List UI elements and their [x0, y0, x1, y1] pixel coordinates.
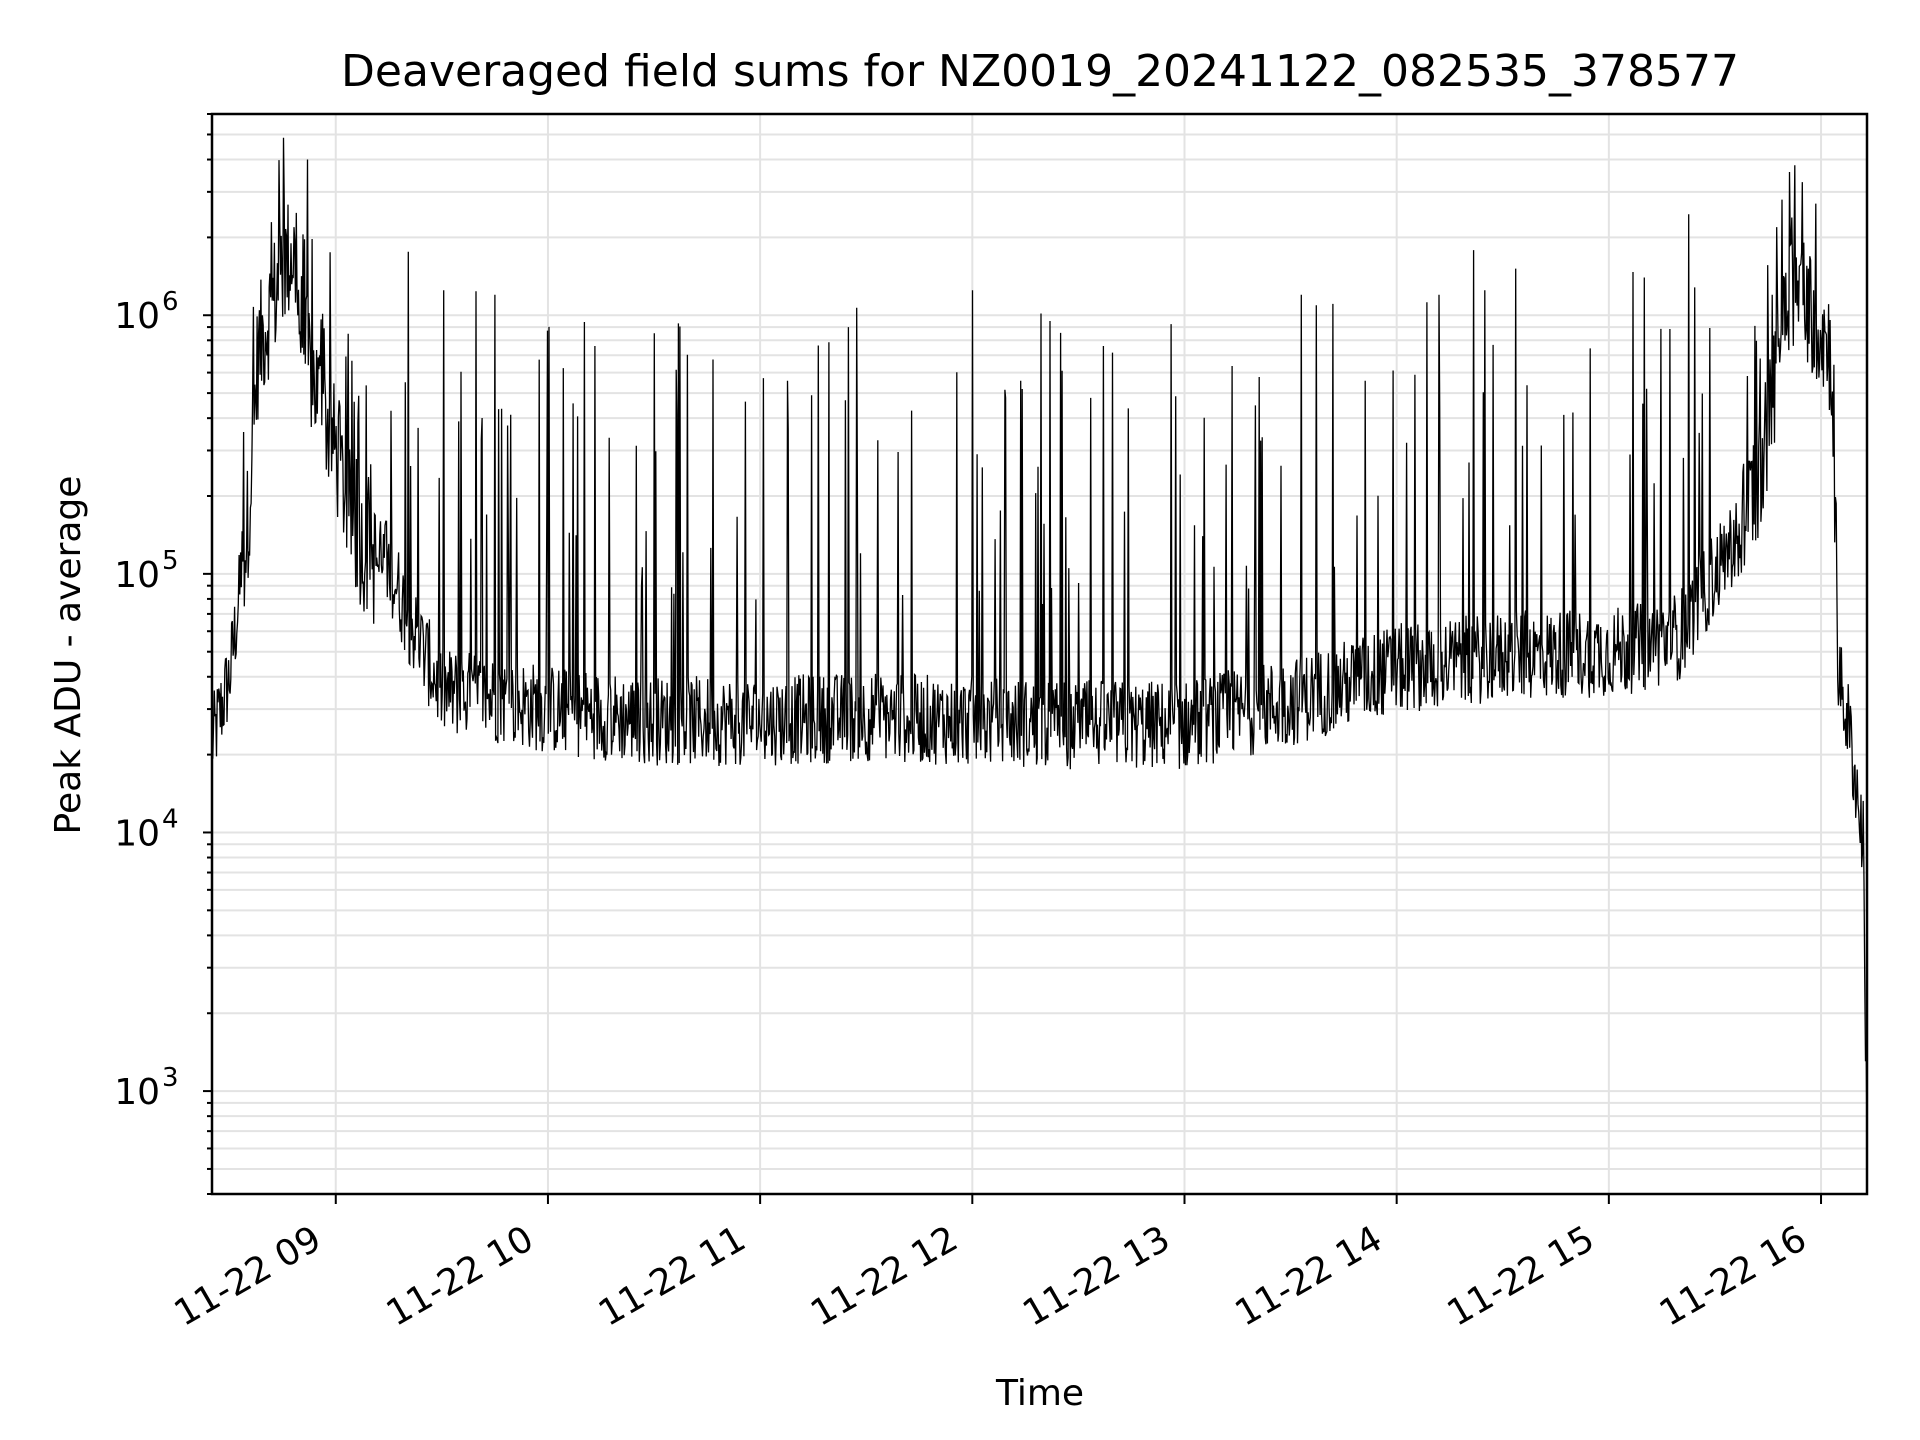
x-tick-label: 11-22 09	[168, 1218, 329, 1334]
x-tick-label: 11-22 10	[380, 1218, 541, 1334]
y-tick-label: 10	[114, 555, 160, 596]
y-axis-label: Peak ADU - average	[48, 476, 89, 835]
y-tick-exponent: 6	[162, 287, 179, 317]
series-line	[211, 137, 1868, 1140]
x-tick-label: 11-22 12	[804, 1218, 965, 1334]
y-tick-label: 10	[114, 813, 160, 854]
x-tick-label: 11-22 16	[1653, 1218, 1814, 1334]
x-tick-label: 11-22 15	[1441, 1218, 1602, 1334]
y-tick-exponent: 3	[162, 1063, 179, 1093]
x-axis: 11-22 09 11-22 10 11-22 11 11-22 12 11-22 13…	[168, 1194, 1823, 1335]
x-tick-label: 11-22 13	[1016, 1218, 1177, 1334]
y-tick-label: 10	[114, 1072, 160, 1113]
chart-title: Deaveraged field sums for NZ0019_2024112…	[341, 46, 1739, 97]
x-tick-label: 11-22 11	[592, 1218, 753, 1334]
y-tick-exponent: 4	[162, 804, 179, 834]
y-tick-label: 10	[114, 296, 160, 337]
x-tick-label: 11-22 14	[1228, 1218, 1389, 1334]
x-axis-label: Time	[995, 1373, 1084, 1414]
plot-area	[211, 137, 1868, 1140]
y-tick-exponent: 5	[162, 546, 179, 576]
plot-frame	[210, 112, 1869, 1196]
